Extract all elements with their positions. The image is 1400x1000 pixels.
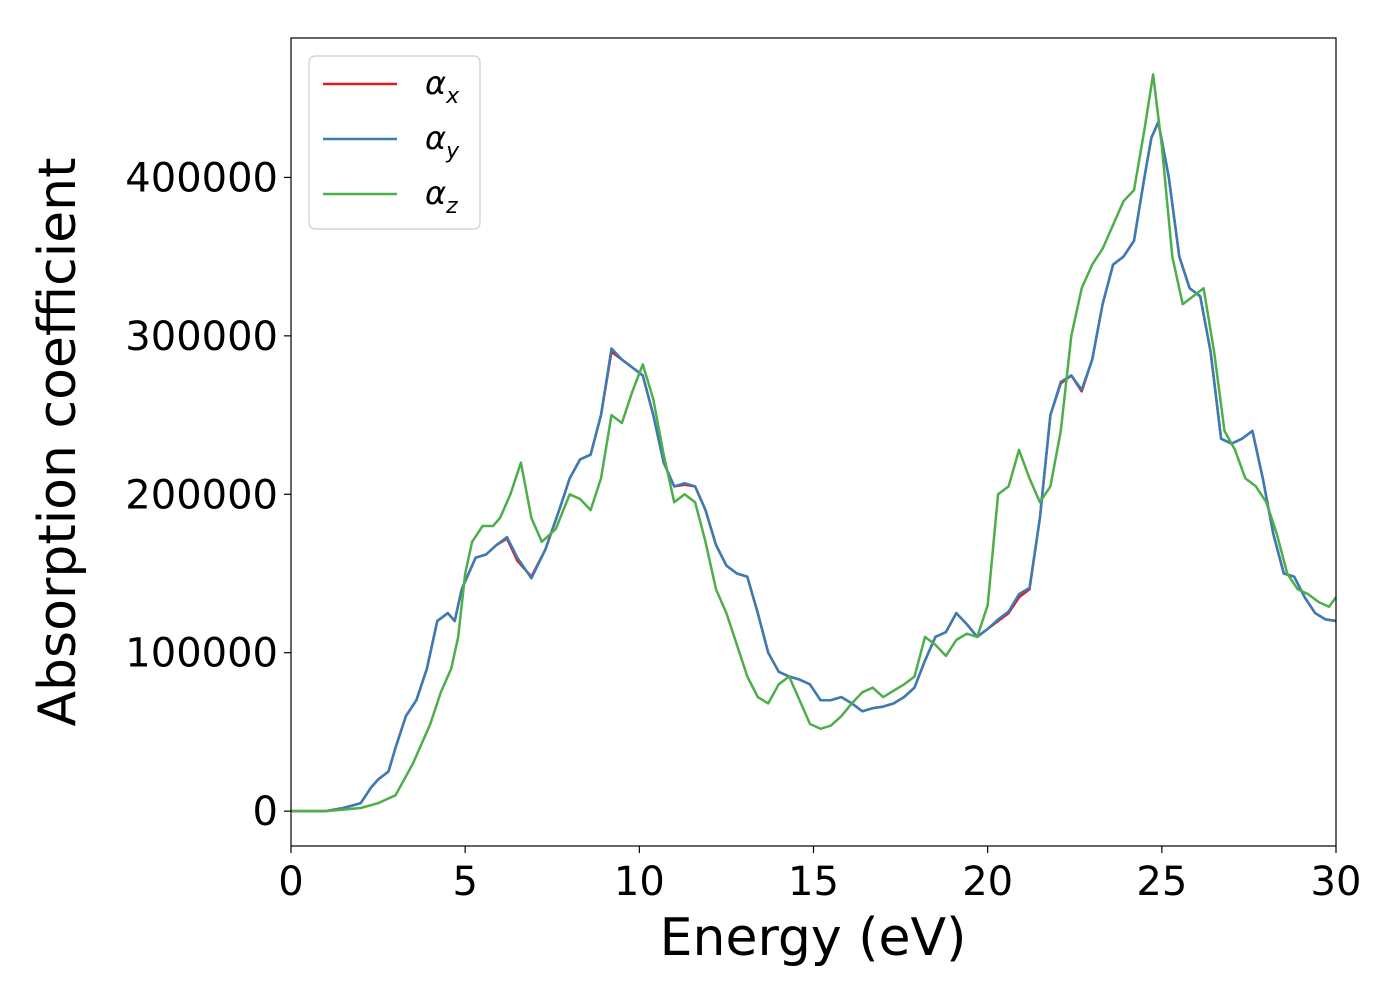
series-line-y xyxy=(291,120,1337,813)
x-tick-label: 5 xyxy=(452,859,477,905)
x-tick-label: 20 xyxy=(962,859,1013,905)
x-tick-label: 10 xyxy=(614,859,665,905)
y-axis-label: Absorption coefficient xyxy=(28,157,88,726)
x-tick-label: 15 xyxy=(788,859,839,905)
series-layer xyxy=(291,73,1338,813)
y-tick-label: 200000 xyxy=(125,472,278,518)
legend-box xyxy=(308,55,481,230)
y-tick-label: 300000 xyxy=(125,314,278,360)
y-tick-label: 0 xyxy=(253,789,278,835)
y-tick-label: 400000 xyxy=(125,155,278,201)
x-axis-label: Energy (eV) xyxy=(660,908,967,968)
x-axis: 0 5 10 15 20 25 30 xyxy=(278,846,1361,905)
series-line-z xyxy=(291,73,1338,813)
y-tick-label: 100000 xyxy=(125,631,278,677)
x-tick-label: 30 xyxy=(1311,859,1362,905)
y-axis: 0 100000 200000 300000 400000 xyxy=(125,155,291,835)
x-tick-label: 0 xyxy=(278,859,303,905)
x-tick-label: 25 xyxy=(1136,859,1187,905)
